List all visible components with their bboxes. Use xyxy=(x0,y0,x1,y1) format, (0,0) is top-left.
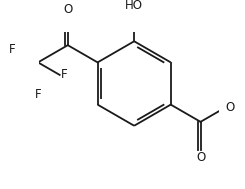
Text: O: O xyxy=(196,151,205,164)
Text: O: O xyxy=(226,101,235,114)
Text: F: F xyxy=(35,88,41,101)
Text: F: F xyxy=(61,68,67,81)
Text: F: F xyxy=(9,43,15,56)
Text: O: O xyxy=(63,3,73,16)
Text: HO: HO xyxy=(125,0,143,12)
